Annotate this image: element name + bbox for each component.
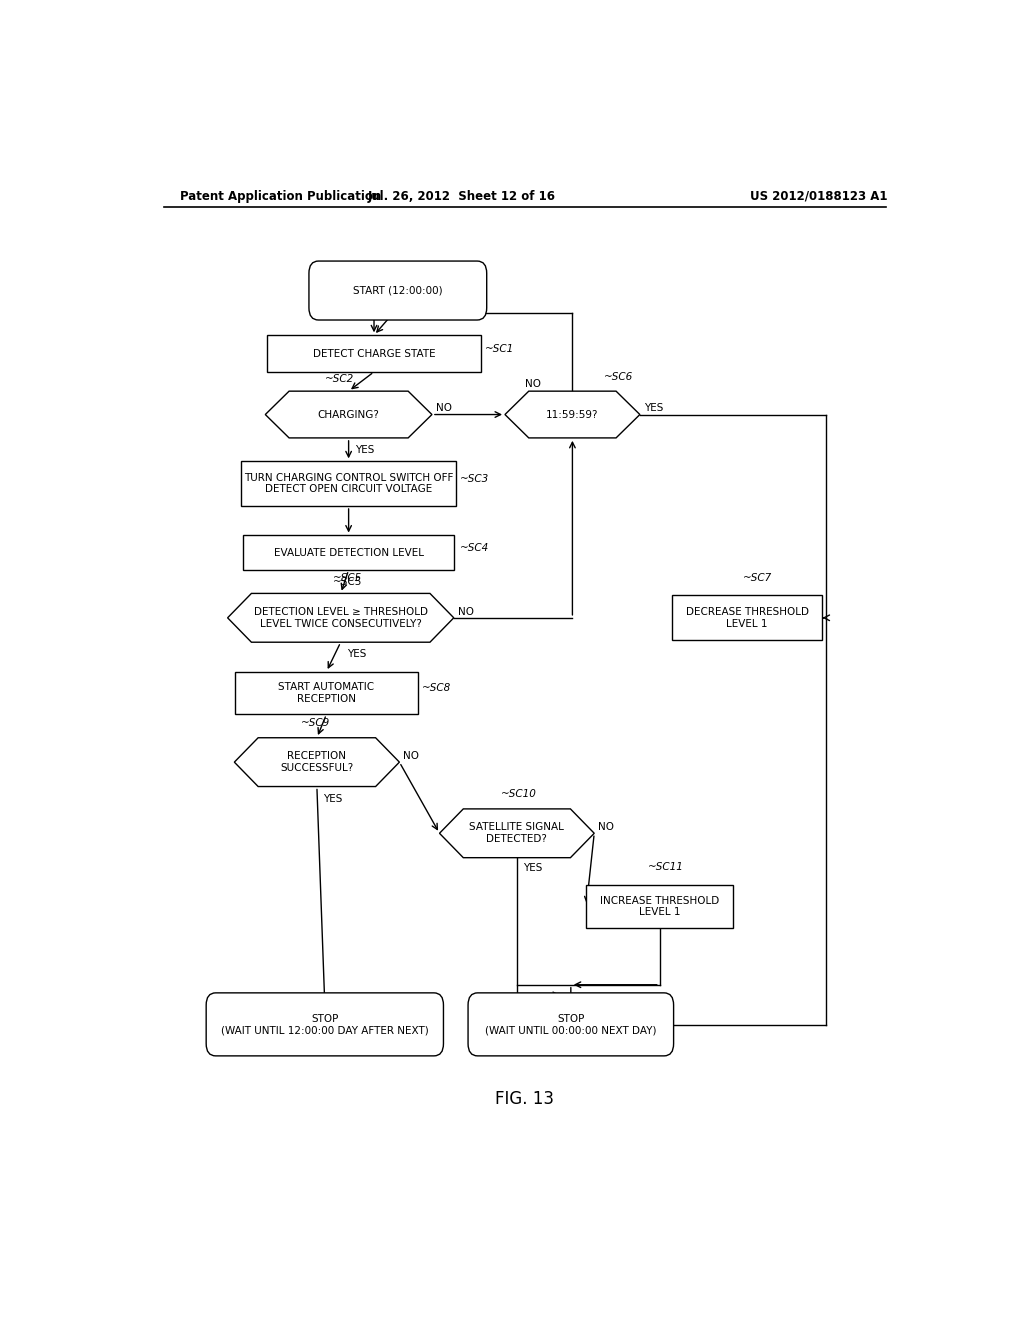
FancyBboxPatch shape	[242, 461, 456, 506]
Text: ~SC10: ~SC10	[501, 789, 537, 799]
Text: US 2012/0188123 A1: US 2012/0188123 A1	[750, 190, 887, 202]
Text: EVALUATE DETECTION LEVEL: EVALUATE DETECTION LEVEL	[273, 548, 424, 558]
Text: STOP
(WAIT UNTIL 00:00:00 NEXT DAY): STOP (WAIT UNTIL 00:00:00 NEXT DAY)	[485, 1014, 656, 1035]
Text: SATELLITE SIGNAL
DETECTED?: SATELLITE SIGNAL DETECTED?	[469, 822, 564, 843]
Text: CHARGING?: CHARGING?	[317, 409, 380, 420]
Text: ~SC11: ~SC11	[648, 862, 684, 873]
Text: ~SC5: ~SC5	[333, 573, 362, 583]
Text: NO: NO	[524, 379, 541, 389]
FancyBboxPatch shape	[236, 672, 418, 714]
FancyBboxPatch shape	[672, 595, 822, 640]
Text: ~SC5: ~SC5	[333, 577, 362, 587]
Text: NO: NO	[598, 822, 614, 832]
Text: INCREASE THRESHOLD
LEVEL 1: INCREASE THRESHOLD LEVEL 1	[600, 896, 719, 917]
Text: START (12:00:00): START (12:00:00)	[353, 285, 442, 296]
Polygon shape	[227, 594, 454, 643]
Text: NO: NO	[436, 404, 452, 413]
FancyBboxPatch shape	[267, 335, 481, 372]
Text: ~SC6: ~SC6	[604, 372, 634, 381]
Text: YES: YES	[644, 404, 664, 413]
Text: YES: YES	[347, 649, 367, 660]
Text: STOP
(WAIT UNTIL 12:00:00 DAY AFTER NEXT): STOP (WAIT UNTIL 12:00:00 DAY AFTER NEXT…	[221, 1014, 429, 1035]
Text: DECREASE THRESHOLD
LEVEL 1: DECREASE THRESHOLD LEVEL 1	[685, 607, 809, 628]
Text: 11:59:59?: 11:59:59?	[546, 409, 599, 420]
Text: ~SC7: ~SC7	[743, 573, 772, 583]
Text: ~SC9: ~SC9	[301, 718, 331, 727]
FancyBboxPatch shape	[587, 886, 733, 928]
Text: ~SC2: ~SC2	[325, 374, 354, 384]
FancyBboxPatch shape	[244, 536, 454, 570]
FancyBboxPatch shape	[206, 993, 443, 1056]
Polygon shape	[439, 809, 594, 858]
Text: TURN CHARGING CONTROL SWITCH OFF
DETECT OPEN CIRCUIT VOLTAGE: TURN CHARGING CONTROL SWITCH OFF DETECT …	[244, 473, 454, 495]
Polygon shape	[265, 391, 432, 438]
Text: FIG. 13: FIG. 13	[496, 1089, 554, 1107]
Polygon shape	[505, 391, 640, 438]
Polygon shape	[234, 738, 399, 787]
Text: ~SC3: ~SC3	[460, 474, 489, 483]
FancyBboxPatch shape	[309, 261, 486, 319]
Text: NO: NO	[403, 751, 420, 762]
Text: YES: YES	[324, 793, 343, 804]
Text: ~SC1: ~SC1	[485, 343, 514, 354]
Text: Jul. 26, 2012  Sheet 12 of 16: Jul. 26, 2012 Sheet 12 of 16	[368, 190, 555, 202]
Text: RECEPTION
SUCCESSFUL?: RECEPTION SUCCESSFUL?	[281, 751, 353, 774]
Text: DETECTION LEVEL ≥ THRESHOLD
LEVEL TWICE CONSECUTIVELY?: DETECTION LEVEL ≥ THRESHOLD LEVEL TWICE …	[254, 607, 428, 628]
Text: Patent Application Publication: Patent Application Publication	[179, 190, 381, 202]
Text: YES: YES	[355, 445, 375, 455]
FancyBboxPatch shape	[468, 993, 674, 1056]
Text: ~SC4: ~SC4	[460, 543, 489, 553]
Text: START AUTOMATIC
RECEPTION: START AUTOMATIC RECEPTION	[279, 682, 375, 704]
Text: YES: YES	[523, 863, 543, 873]
Text: DETECT CHARGE STATE: DETECT CHARGE STATE	[312, 348, 435, 359]
Text: ~SC8: ~SC8	[422, 682, 451, 693]
Text: NO: NO	[458, 607, 474, 616]
